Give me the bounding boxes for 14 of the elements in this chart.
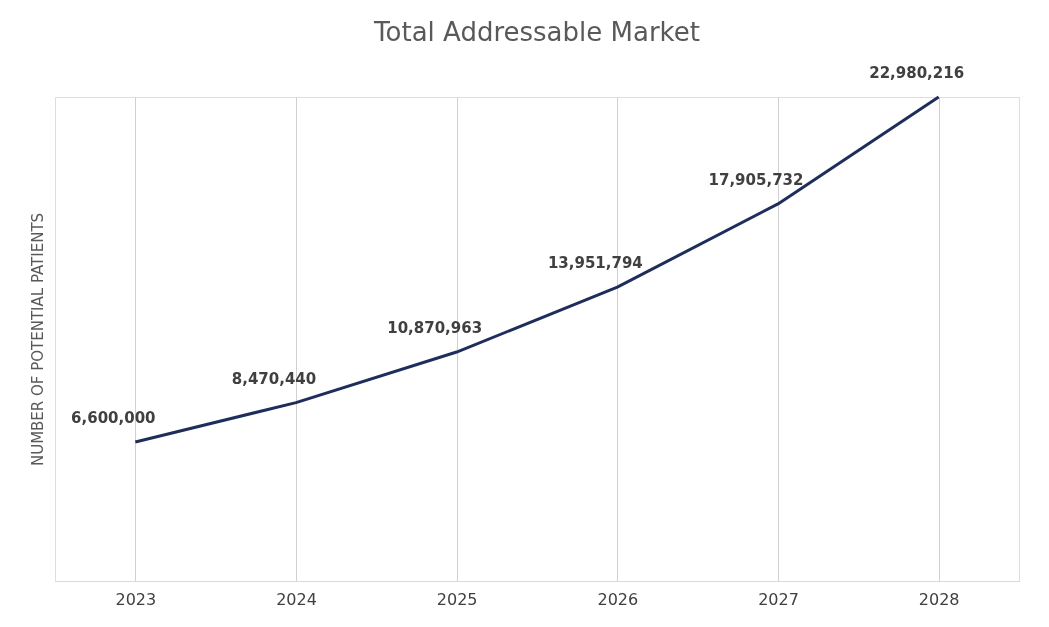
x-tick-label: 2025 (436, 589, 478, 609)
chart-title: Total Addressable Market (373, 17, 700, 47)
x-tick-label: 2023 (115, 589, 157, 609)
data-label: 17,905,732 (708, 170, 804, 189)
data-label: 8,470,440 (231, 369, 317, 388)
data-label: 13,951,794 (547, 254, 643, 273)
y-axis-title: NUMBER OF POTENTIAL PATIENTS (28, 212, 47, 467)
x-tick-label: 2026 (597, 589, 639, 609)
data-label: 10,870,963 (387, 319, 483, 338)
x-tick-label: 2024 (276, 589, 317, 609)
data-label: 22,980,216 (869, 64, 965, 82)
x-tick-label: 2028 (918, 589, 960, 609)
x-tick-label: 2027 (758, 589, 799, 609)
data-label: 6,600,000 (71, 408, 156, 427)
